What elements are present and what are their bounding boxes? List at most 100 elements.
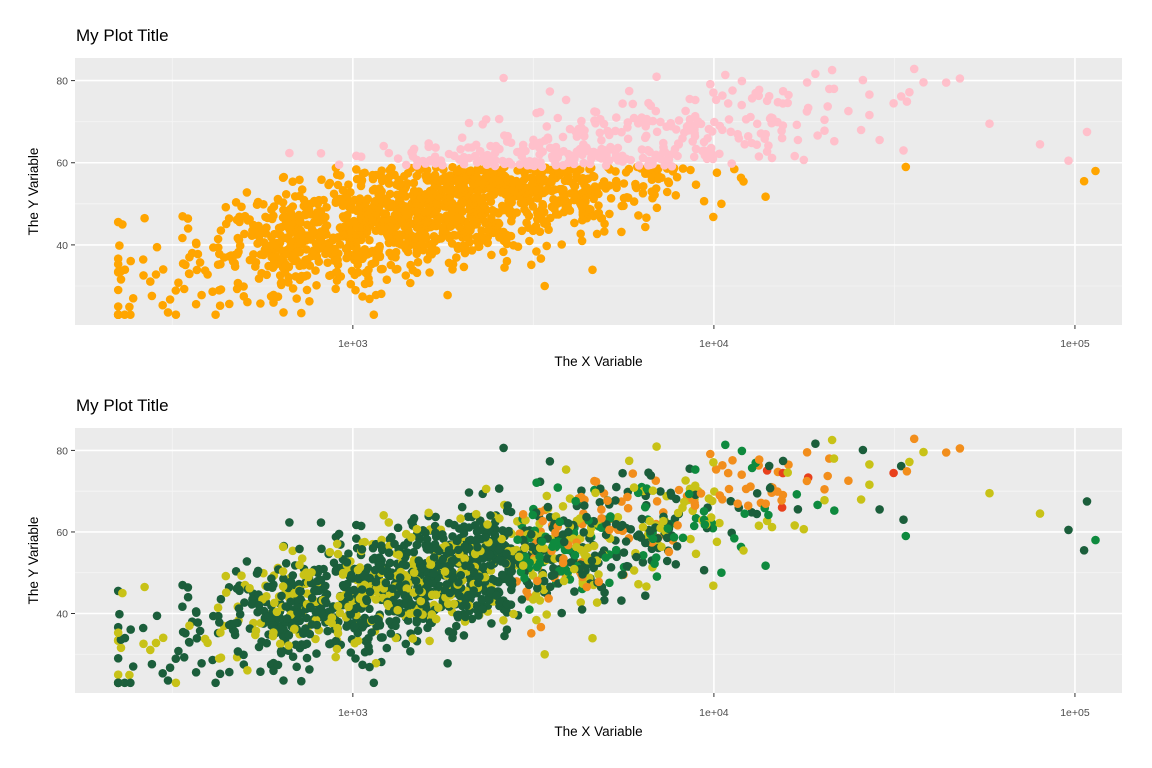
- data-point: [327, 618, 337, 628]
- data-point: [146, 277, 155, 286]
- data-point: [580, 549, 589, 558]
- data-point: [1091, 166, 1100, 176]
- data-point: [595, 498, 605, 507]
- data-point: [290, 624, 299, 634]
- data-point: [171, 310, 181, 320]
- data-point: [395, 573, 405, 582]
- data-point: [813, 500, 822, 510]
- data-point: [612, 113, 621, 122]
- data-point: [365, 662, 374, 672]
- data-point: [256, 667, 265, 676]
- data-point: [709, 581, 718, 590]
- data-point: [546, 582, 555, 592]
- data-point: [629, 483, 639, 492]
- data-point: [467, 246, 477, 255]
- data-point: [733, 129, 742, 139]
- data-point: [151, 270, 161, 279]
- data-point: [497, 534, 507, 544]
- data-point: [346, 648, 356, 657]
- x-tick-label: 1e+03: [338, 338, 368, 350]
- data-point: [384, 179, 394, 188]
- data-point: [113, 678, 123, 688]
- data-point: [517, 226, 527, 236]
- data-point: [385, 558, 395, 568]
- data-point: [171, 286, 181, 295]
- data-point: [464, 488, 474, 497]
- data-point: [240, 211, 250, 221]
- data-point: [379, 511, 389, 520]
- data-point: [549, 195, 558, 204]
- data-point: [307, 620, 317, 629]
- data-point: [681, 106, 690, 116]
- data-point: [126, 625, 135, 634]
- data-point: [425, 268, 434, 277]
- data-point: [875, 135, 884, 145]
- data-point: [737, 76, 747, 86]
- data-point: [249, 250, 258, 259]
- data-point: [351, 654, 360, 663]
- data-point: [656, 523, 665, 533]
- data-point: [352, 520, 361, 530]
- data-point: [1091, 535, 1100, 545]
- y-tick-label: 60: [56, 158, 68, 170]
- data-point: [478, 554, 488, 563]
- data-point: [450, 520, 459, 530]
- data-point: [717, 199, 726, 209]
- data-point: [601, 553, 611, 562]
- data-point: [191, 607, 201, 616]
- data-point: [377, 545, 387, 555]
- data-point: [279, 205, 288, 215]
- data-point: [335, 592, 345, 601]
- data-point: [269, 202, 279, 211]
- data-point: [681, 476, 690, 485]
- data-point: [909, 434, 919, 444]
- data-point: [495, 514, 504, 523]
- data-point: [358, 292, 367, 301]
- data-point: [656, 487, 665, 496]
- data-point: [288, 571, 298, 580]
- data-point: [896, 461, 906, 471]
- data-point: [438, 530, 447, 539]
- data-point: [259, 238, 269, 247]
- y-tick-label: 80: [56, 76, 68, 88]
- plot-title: My Plot Title: [76, 396, 169, 415]
- data-point: [590, 107, 599, 116]
- data-point: [452, 536, 462, 546]
- data-point: [388, 584, 397, 593]
- data-point: [353, 628, 363, 638]
- data-point: [453, 610, 462, 620]
- data-point: [909, 64, 919, 74]
- data-point: [474, 578, 483, 588]
- data-point: [487, 250, 496, 260]
- data-point: [737, 446, 747, 456]
- data-point: [711, 95, 721, 105]
- data-point: [471, 140, 481, 150]
- data-point: [239, 292, 249, 301]
- data-point: [365, 587, 375, 597]
- data-point: [233, 233, 243, 243]
- data-point: [652, 442, 661, 451]
- data-point: [527, 629, 536, 638]
- data-point: [221, 588, 231, 597]
- data-point: [632, 552, 641, 562]
- data-point: [902, 467, 912, 476]
- data-point: [606, 194, 616, 203]
- data-point: [651, 106, 661, 116]
- scatter-points: [113, 434, 1100, 688]
- data-point: [754, 85, 764, 95]
- data-point: [444, 149, 454, 159]
- data-point: [444, 258, 454, 268]
- data-point: [538, 516, 547, 526]
- data-point: [487, 213, 496, 223]
- data-point: [371, 577, 381, 587]
- data-point: [589, 541, 599, 551]
- data-point: [689, 152, 699, 162]
- data-point: [663, 177, 673, 186]
- data-point: [856, 495, 866, 504]
- data-point: [531, 221, 541, 231]
- data-point: [691, 144, 701, 154]
- data-point: [232, 584, 242, 593]
- data-point: [384, 518, 394, 527]
- data-point: [216, 259, 225, 269]
- data-point: [262, 638, 272, 648]
